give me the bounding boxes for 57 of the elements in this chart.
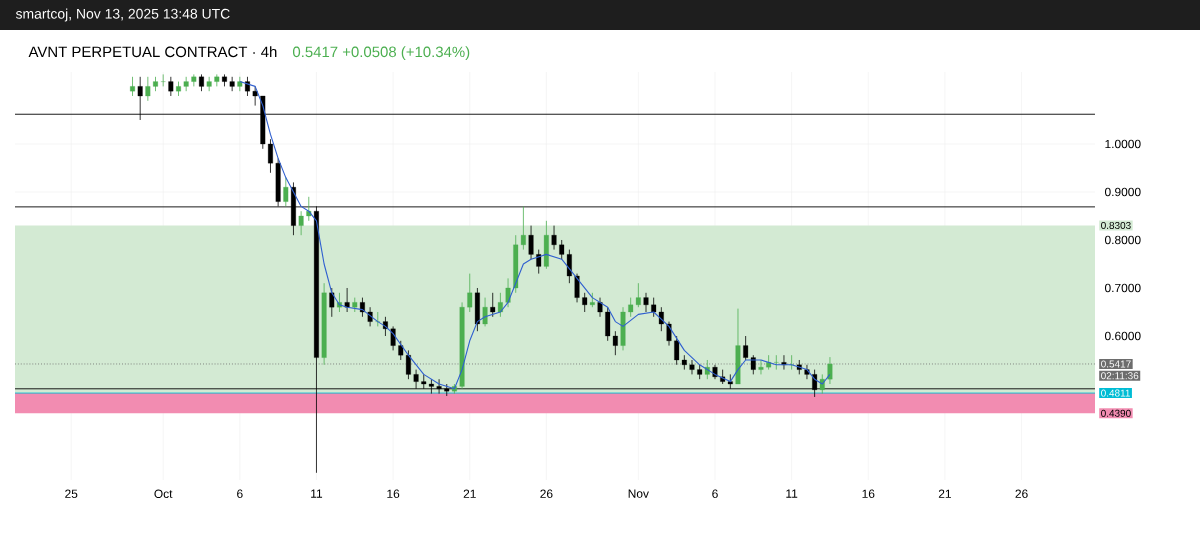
candlestick — [229, 76, 235, 92]
y-tick-label: 1.0000 — [1105, 139, 1141, 149]
candlestick — [758, 359, 764, 375]
x-tick-label: 26 — [1015, 489, 1028, 498]
x-tick-label: 6 — [712, 489, 718, 498]
candlestick — [551, 225, 557, 250]
band-label: 0.4390 — [1101, 409, 1131, 417]
candlestick — [827, 356, 833, 385]
text: smartcoj, Nov 13, 2025 13:48 UTC — [15, 8, 230, 22]
candlestick — [804, 364, 810, 380]
candlestick — [574, 273, 580, 303]
candlestick — [306, 196, 312, 222]
x-tick-label: 21 — [463, 489, 476, 498]
y-tick-label: 0.6000 — [1104, 331, 1141, 341]
x-tick-label: 16 — [387, 489, 400, 498]
candlestick — [773, 354, 779, 370]
candlestick — [597, 297, 603, 318]
y-tick-label: 0.7000 — [1104, 283, 1141, 293]
candlestick — [490, 292, 496, 318]
x-tick-label: 6 — [237, 489, 243, 498]
x-tick-label: Nov — [628, 489, 649, 498]
band-label: 0.8303 — [1101, 221, 1131, 229]
chart-title: AVNT PERPETUAL CONTRACT · 4h — [28, 46, 277, 58]
candlestick — [375, 311, 381, 327]
x-tick-label: 26 — [540, 489, 553, 498]
candlestick — [160, 74, 166, 87]
y-tick-label: 0.9000 — [1104, 187, 1141, 197]
candlestick — [298, 210, 304, 236]
candlestick — [497, 292, 503, 318]
candlestick — [505, 278, 511, 308]
chart-subtitle: 0.5417 +0.0508 (+10.34%) — [292, 46, 470, 61]
candlestick — [268, 138, 273, 174]
candlestick — [359, 297, 365, 318]
candlestick — [467, 273, 473, 313]
ref-line-label: 0.4811 — [1101, 389, 1130, 397]
candlestick — [130, 76, 135, 97]
candlestick — [344, 287, 350, 313]
candlestick — [582, 292, 588, 313]
text: 02:11:36 — [1101, 372, 1139, 380]
candlestick — [643, 292, 649, 313]
x-tick-label: 21 — [938, 489, 951, 498]
x-tick-label: Oct — [154, 489, 173, 498]
candlestick — [528, 225, 534, 260]
x-tick-label: 11 — [311, 489, 323, 498]
candlestick — [536, 249, 542, 274]
x-tick-label: 16 — [862, 489, 875, 498]
x-tick-label: 25 — [65, 489, 78, 498]
candlestick — [482, 297, 488, 327]
ref-line-label: 0.5417 — [1101, 360, 1131, 368]
candlestick — [145, 76, 151, 102]
candlestick — [329, 287, 335, 318]
candlestick — [252, 86, 258, 106]
x-tick-label: 11 — [786, 489, 798, 498]
candlestick — [689, 359, 695, 375]
candlestick — [168, 76, 174, 97]
candlestick — [283, 177, 289, 207]
y-tick-label: 0.8000 — [1104, 235, 1141, 245]
